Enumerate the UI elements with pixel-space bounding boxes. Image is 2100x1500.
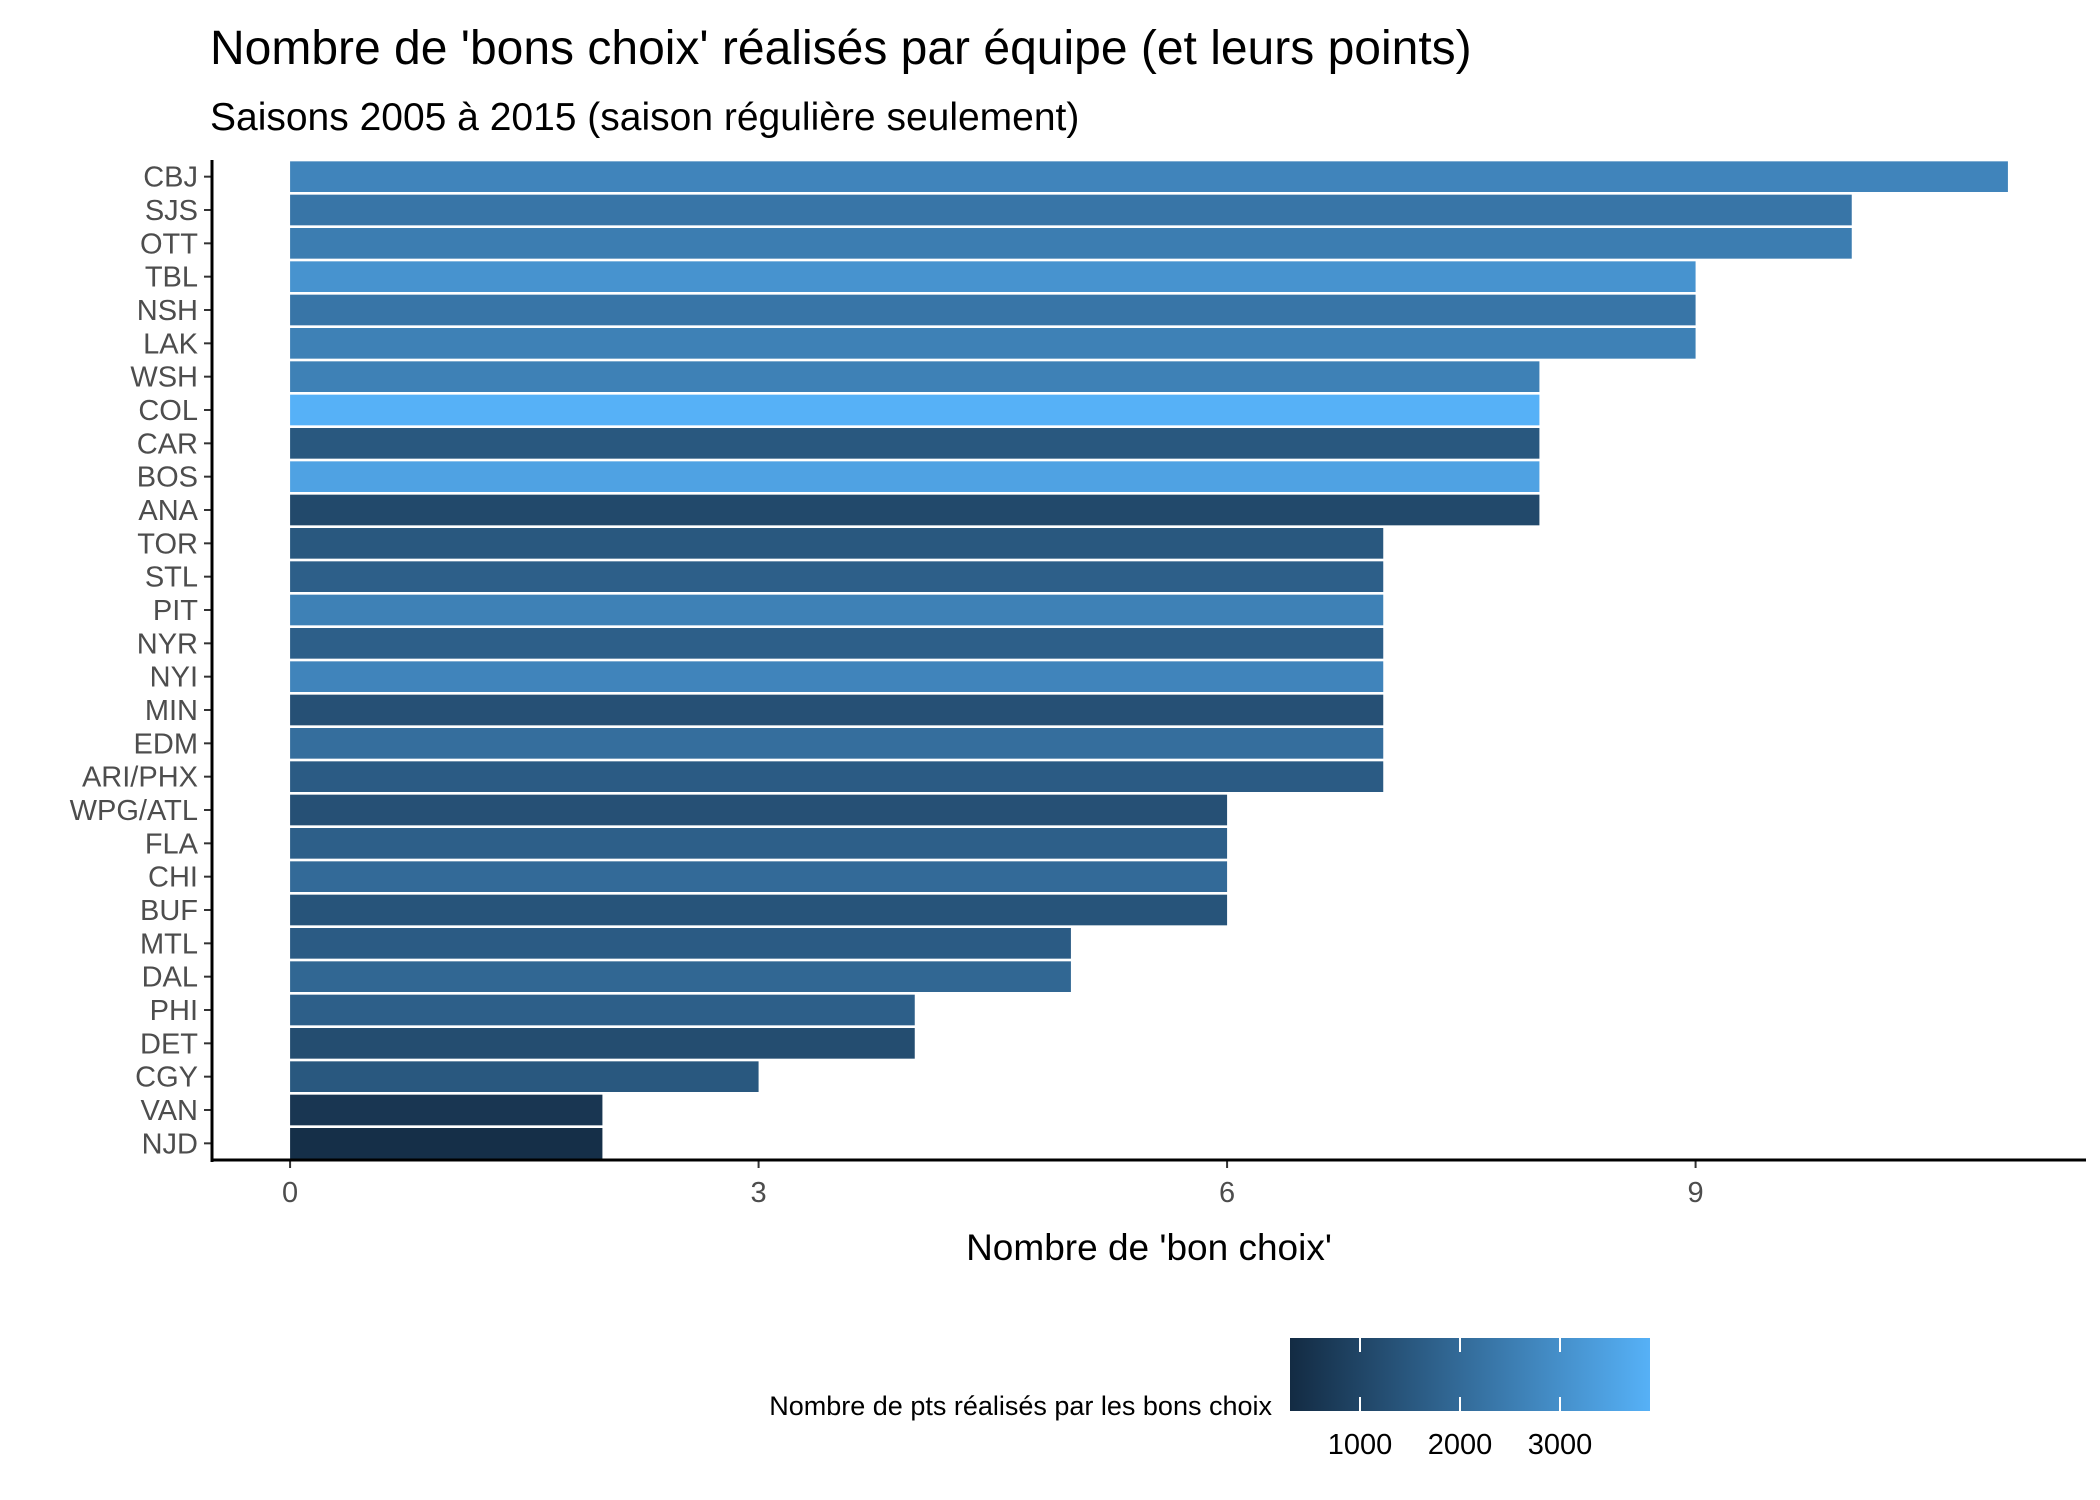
bar-sjs: [290, 194, 1852, 226]
bar-det: [290, 1028, 915, 1059]
y-tick-label-bos: BOS: [137, 462, 198, 494]
bar-pit: [290, 594, 1384, 626]
legend-tick-label-2000: 2000: [1428, 1429, 1493, 1461]
bar-stl: [290, 561, 1384, 592]
y-tick-label-njd: NJD: [142, 1128, 198, 1160]
y-tick-label-tor: TOR: [137, 528, 198, 560]
chart-title: Nombre de 'bons choix' réalisés par équi…: [210, 22, 1472, 75]
y-tick-label-det: DET: [140, 1028, 198, 1060]
bar-tbl: [290, 261, 1696, 292]
bar-wpg-atl: [290, 794, 1228, 826]
y-tick-label-ana: ANA: [138, 495, 198, 527]
bar-edm: [290, 728, 1384, 759]
legend-title: Nombre de pts réalisés par les bons choi…: [769, 1391, 1272, 1421]
bar-min: [290, 694, 1384, 726]
y-tick-label-nyi: NYI: [150, 662, 198, 694]
y-tick-label-ott: OTT: [140, 228, 198, 260]
x-tick-label-6: 6: [1219, 1177, 1235, 1209]
chart-subtitle: Saisons 2005 à 2015 (saison régulière se…: [210, 96, 1079, 139]
bar-col: [290, 394, 1540, 426]
y-tick-label-cgy: CGY: [135, 1062, 198, 1094]
y-tick-label-stl: STL: [145, 562, 198, 594]
y-axis-ticks: CBJSJSOTTTBLNSHLAKWSHCOLCARBOSANATORSTLP…: [70, 162, 212, 1160]
y-tick-label-van: VAN: [141, 1095, 198, 1127]
bar-njd: [290, 1128, 603, 1159]
y-tick-label-car: CAR: [137, 428, 198, 460]
legend-ticks: 1000 2000 3000: [1328, 1338, 1593, 1461]
bar-nyi: [290, 661, 1384, 692]
y-tick-label-lak: LAK: [143, 328, 198, 360]
x-axis-ticks: 0 3 6 9: [282, 1160, 1704, 1209]
bar-ott: [290, 228, 1852, 259]
y-tick-label-min: MIN: [145, 695, 198, 727]
bar-bos: [290, 461, 1540, 492]
y-tick-label-chi: CHI: [148, 862, 198, 894]
x-tick-label-0: 0: [282, 1177, 298, 1209]
bar-cbj: [290, 161, 2008, 192]
legend-tick-label-1000: 1000: [1328, 1429, 1393, 1461]
bar-cgy: [290, 1061, 759, 1092]
bar-van: [290, 1094, 603, 1126]
bar-wsh: [290, 361, 1540, 392]
legend-tick-label-3000: 3000: [1528, 1429, 1593, 1461]
bar-tor: [290, 528, 1384, 559]
bar-dal: [290, 961, 1071, 992]
bar-nsh: [290, 294, 1696, 326]
y-tick-label-wpg-atl: WPG/ATL: [70, 795, 198, 827]
y-tick-label-wsh: WSH: [130, 362, 198, 394]
y-tick-label-edm: EDM: [134, 728, 198, 760]
legend-colorbar: [1290, 1338, 1650, 1411]
y-tick-label-tbl: TBL: [145, 262, 198, 294]
bar-car: [290, 428, 1540, 459]
y-tick-label-nsh: NSH: [137, 295, 198, 327]
bar-chi: [290, 861, 1228, 892]
y-tick-label-mtl: MTL: [140, 928, 198, 960]
x-tick-label-3: 3: [751, 1177, 767, 1209]
bar-buf: [290, 894, 1228, 926]
y-tick-label-pit: PIT: [153, 595, 198, 627]
bar-lak: [290, 328, 1696, 359]
bar-fla: [290, 828, 1228, 859]
y-tick-label-ari-phx: ARI/PHX: [82, 762, 198, 794]
bar-ari-phx: [290, 761, 1384, 792]
x-axis-title: Nombre de 'bon choix': [966, 1227, 1332, 1268]
y-tick-label-buf: BUF: [140, 895, 198, 927]
bar-phi: [290, 994, 915, 1026]
y-tick-label-cbj: CBJ: [143, 162, 198, 194]
bar-nyr: [290, 628, 1384, 659]
bar-ana: [290, 494, 1540, 526]
y-tick-label-col: COL: [138, 395, 198, 427]
legend: Nombre de pts réalisés par les bons choi…: [769, 1338, 1650, 1461]
y-tick-label-fla: FLA: [145, 828, 199, 860]
y-tick-label-dal: DAL: [142, 962, 198, 994]
y-tick-label-sjs: SJS: [145, 195, 198, 227]
bar-mtl: [290, 928, 1071, 959]
x-tick-label-9: 9: [1688, 1177, 1704, 1209]
y-tick-label-phi: PHI: [150, 995, 198, 1027]
bars: [290, 161, 2008, 1159]
y-tick-label-nyr: NYR: [137, 628, 198, 660]
